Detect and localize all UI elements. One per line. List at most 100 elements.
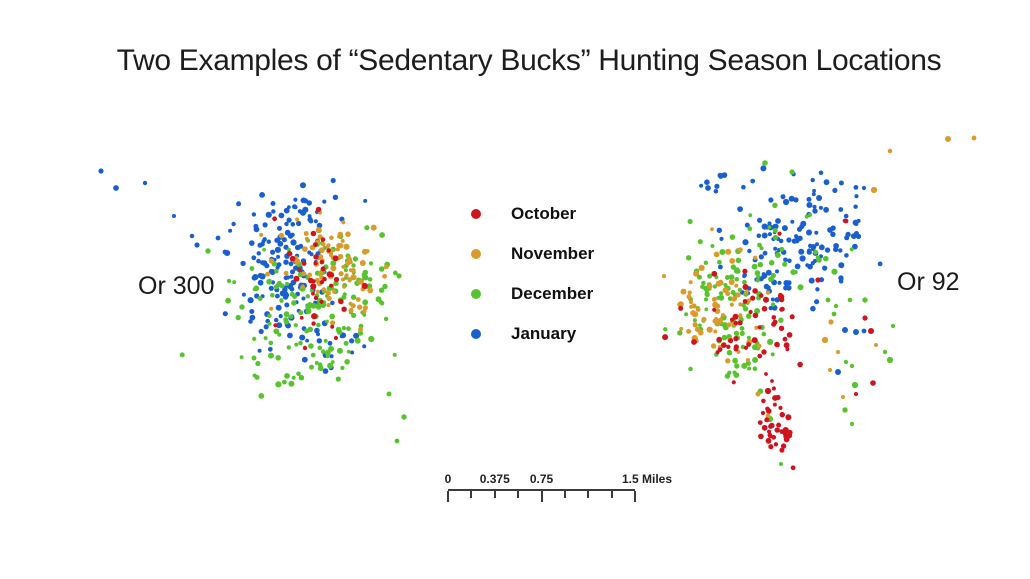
gps-point <box>285 275 290 280</box>
gps-point <box>717 317 724 323</box>
gps-point <box>239 355 244 360</box>
gps-point <box>315 206 322 213</box>
legend-label-december: December <box>511 284 594 303</box>
gps-point <box>804 214 809 219</box>
gps-point <box>775 343 780 348</box>
gps-point <box>815 277 821 283</box>
gps-point <box>332 255 339 262</box>
gps-point <box>362 269 369 276</box>
gps-point <box>714 183 720 189</box>
gps-point <box>296 220 302 227</box>
gps-point <box>189 233 195 239</box>
gps-point <box>770 272 777 279</box>
gps-point <box>283 270 289 276</box>
gps-point <box>172 214 176 218</box>
gps-point <box>742 268 748 274</box>
gps-point <box>286 217 292 223</box>
gps-point <box>791 238 797 244</box>
gps-point <box>364 225 370 231</box>
gps-point <box>379 232 385 238</box>
gps-point <box>823 255 829 262</box>
scale-bar-tick <box>563 491 566 498</box>
gps-point <box>756 343 762 349</box>
gps-point <box>350 350 355 355</box>
gps-point <box>772 234 779 241</box>
gps-point <box>330 177 336 184</box>
gps-point <box>113 185 119 191</box>
gps-point <box>835 369 841 375</box>
gps-point <box>743 345 749 350</box>
gps-point <box>291 375 296 380</box>
gps-point <box>309 288 314 293</box>
gps-point <box>343 340 349 346</box>
gps-point <box>98 168 104 174</box>
gps-point <box>704 307 709 312</box>
gps-point <box>765 413 771 419</box>
gps-point <box>273 323 278 328</box>
gps-point <box>770 302 776 307</box>
gps-point <box>267 313 272 319</box>
gps-point <box>279 283 285 289</box>
gps-point <box>286 250 292 256</box>
gps-point <box>862 297 868 303</box>
gps-point <box>327 340 333 346</box>
gps-point <box>299 334 306 341</box>
gps-point <box>690 310 696 316</box>
gps-point <box>311 279 316 284</box>
gps-point <box>342 284 347 289</box>
legend-item-november: November <box>471 234 594 274</box>
gps-point <box>746 298 751 304</box>
gps-point <box>815 287 820 292</box>
scale-bar-line <box>447 489 636 503</box>
gps-point <box>329 313 336 320</box>
gps-point <box>284 373 290 379</box>
gps-point <box>262 247 266 252</box>
gps-point <box>861 328 867 334</box>
gps-point <box>338 271 344 277</box>
gps-point <box>694 326 701 333</box>
gps-point <box>786 285 792 291</box>
gps-point <box>345 231 351 237</box>
gps-point <box>713 189 719 194</box>
gps-point <box>750 178 756 184</box>
gps-point <box>808 277 815 284</box>
gps-point <box>787 258 792 264</box>
gps-point <box>330 360 335 364</box>
gps-point <box>710 227 714 232</box>
gps-point <box>346 255 352 261</box>
gps-point <box>712 307 717 312</box>
gps-point <box>793 197 799 203</box>
gps-point <box>313 219 318 224</box>
gps-point <box>741 362 748 369</box>
gps-point <box>761 424 768 431</box>
gps-point <box>808 212 813 217</box>
gps-point <box>794 234 799 239</box>
gps-point <box>777 280 782 285</box>
gps-point <box>787 429 793 436</box>
gps-point <box>255 360 261 367</box>
gps-point <box>758 293 764 298</box>
gps-point <box>247 297 254 304</box>
gps-point <box>734 283 739 288</box>
gps-point <box>687 218 693 225</box>
gps-point <box>366 283 373 289</box>
gps-point <box>287 247 291 252</box>
gps-point <box>305 294 310 299</box>
gps-point <box>361 282 368 289</box>
gps-point <box>382 273 387 279</box>
gps-point <box>746 342 751 347</box>
gps-point <box>179 352 185 358</box>
gps-point <box>308 343 314 349</box>
gps-point <box>350 268 356 273</box>
gps-point <box>774 252 781 258</box>
gps-point <box>813 249 818 255</box>
scale-bar-tick <box>634 491 636 502</box>
gps-point <box>790 219 795 224</box>
gps-point <box>767 221 772 226</box>
gps-point <box>325 319 329 324</box>
gps-point <box>783 257 788 263</box>
gps-point <box>364 276 369 281</box>
gps-point <box>779 462 783 466</box>
gps-point <box>733 330 740 336</box>
gps-point <box>294 342 299 347</box>
